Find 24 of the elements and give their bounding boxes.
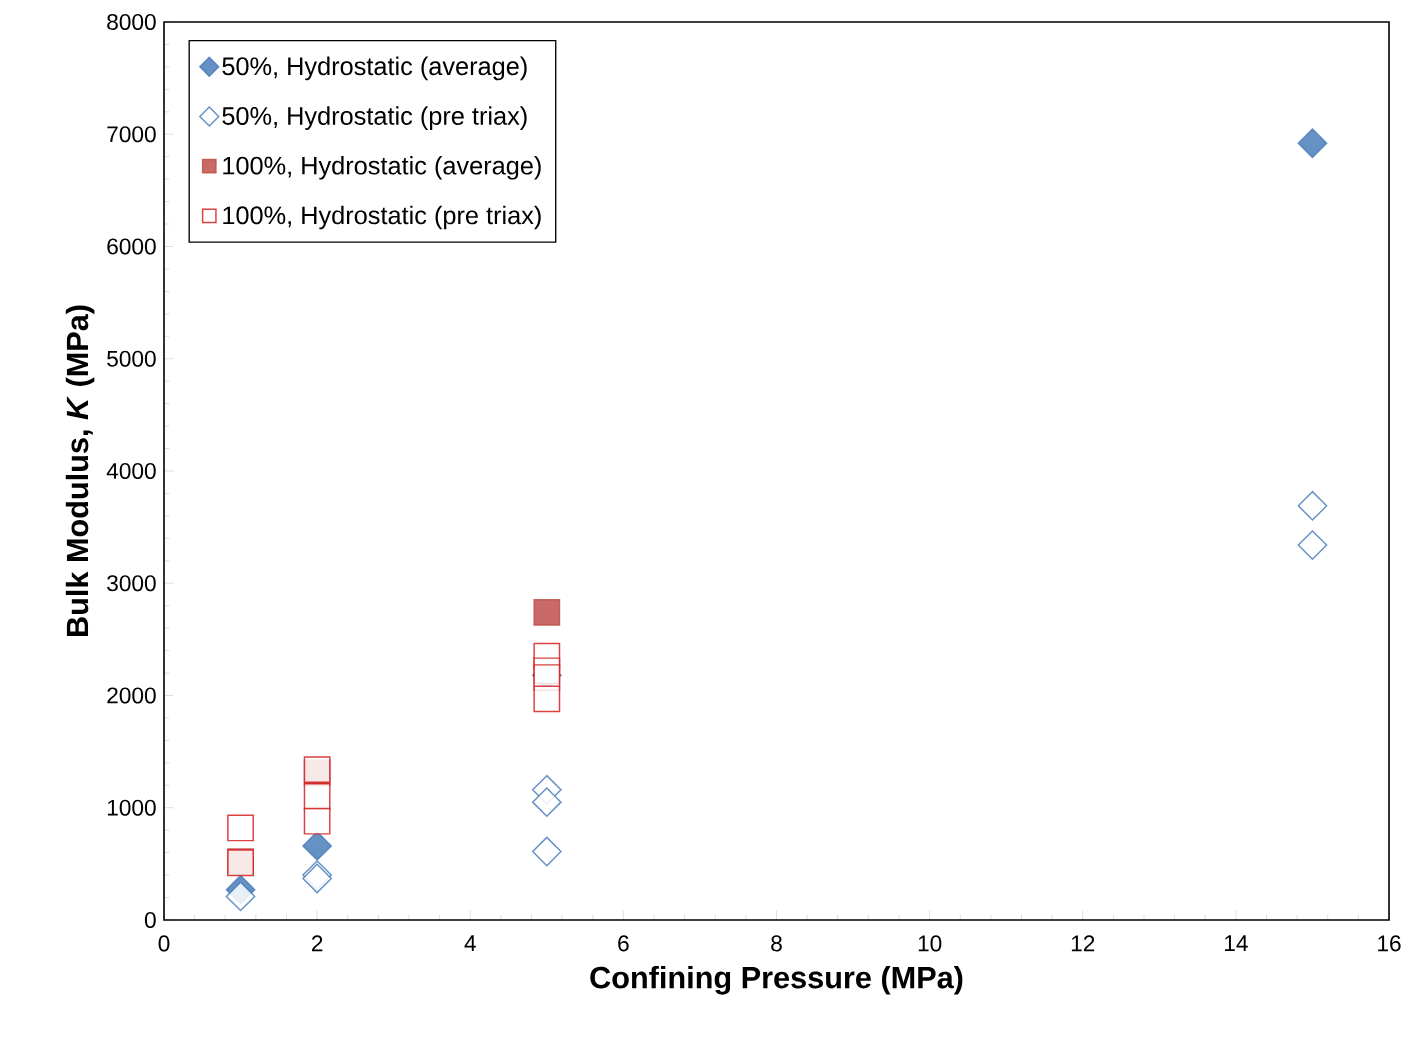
y-tick-label: 8000 <box>107 13 156 31</box>
y-axis-title: Bulk Modulus, K (MPa) <box>65 305 95 636</box>
x-tick-label: 14 <box>1225 935 1248 951</box>
legend-label: 50%, Hydrostatic (average) <box>222 56 527 81</box>
y-tick-label: 5000 <box>107 350 156 367</box>
y-tick-label: 1000 <box>107 799 156 816</box>
y-tick-label: 6000 <box>107 238 156 255</box>
x-tick-label: 6 <box>618 935 629 952</box>
y-tick-label: 0 <box>144 911 156 929</box>
x-tick-label: 10 <box>918 935 942 952</box>
x-axis-title: Confining Pressure (MPa) <box>590 965 963 995</box>
x-tick-label: 8 <box>771 935 782 952</box>
x-tick-label: 0 <box>158 935 170 952</box>
x-tick-label: 16 <box>1378 935 1401 952</box>
y-tick-label: 7000 <box>107 126 156 143</box>
y-tick-label: 4000 <box>106 462 156 480</box>
legend-label: 100%, Hydrostatic (pre triax) <box>223 205 541 230</box>
legend-label: 50%, Hydrostatic (pre triax) <box>222 106 527 130</box>
legend-label: 100%, Hydrostatic (average) <box>223 156 541 180</box>
x-tick-label: 12 <box>1071 935 1095 952</box>
y-tick-label: 3000 <box>107 575 156 592</box>
x-tick-label: 4 <box>464 935 476 951</box>
y-tick-label: 2000 <box>107 687 156 704</box>
x-tick-label: 2 <box>311 935 323 952</box>
